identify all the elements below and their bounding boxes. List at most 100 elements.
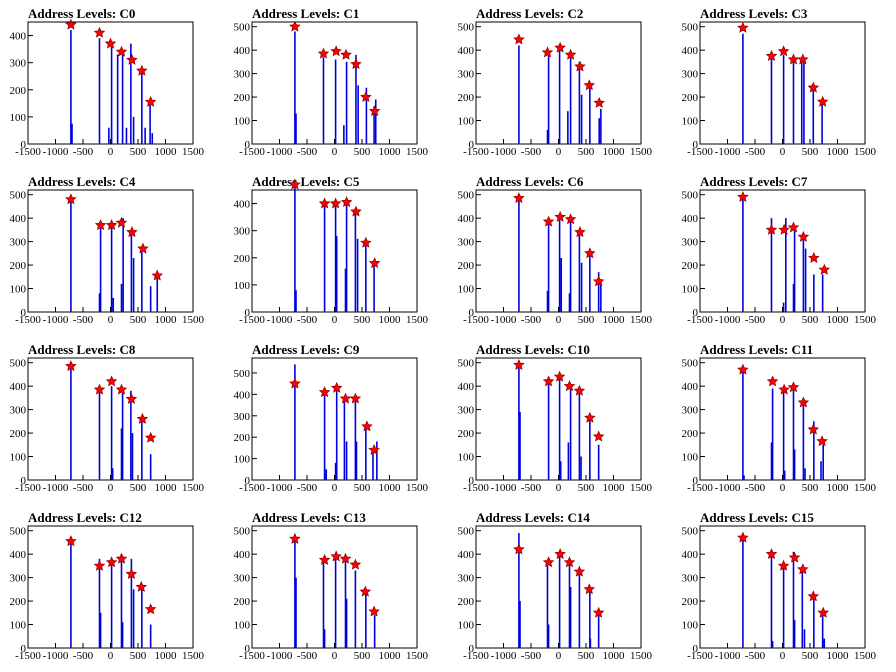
chart-title: Address Levels: C10 — [476, 342, 590, 357]
peak-marker — [350, 205, 362, 217]
x-tick-label: -1500 — [15, 146, 41, 158]
chart-svg: 0 100 200 300 400 500 -1500 -1000 -500 0 500 1000 15… — [458, 21, 653, 158]
peak-marker — [816, 95, 829, 107]
chart-panel: Address Levels: C3 0 100 200 300 400 500 -1500-… — [672, 0, 896, 168]
y-tick-label: 0 — [469, 307, 475, 319]
peak-marker — [125, 392, 138, 404]
peak-marker — [115, 552, 128, 564]
peak-marker — [339, 392, 352, 404]
y-tick-label: 0 — [21, 139, 27, 151]
peak-marker — [93, 383, 106, 395]
peak-marker — [593, 96, 605, 108]
x-tick-label: 1000 — [827, 314, 850, 326]
peak-marker — [592, 430, 605, 442]
peak-marker — [766, 375, 779, 387]
peak-marker — [330, 45, 342, 57]
x-tick-label: 1500 — [406, 146, 429, 158]
y-tick-label: 200 — [458, 260, 475, 272]
chart-svg: 0 100 200 300 400 500 -1500 -1000 -500 0 500 1000 15… — [234, 20, 429, 158]
y-tick-label: 300 — [10, 405, 27, 417]
x-tick-label: -500 — [73, 482, 94, 494]
peak-marker — [584, 247, 596, 259]
chart-svg: 0 100 200 300 400 500 -1500 -1000 -500 0 500 1000 15… — [10, 525, 205, 662]
x-tick-label: 1000 — [827, 482, 850, 494]
peak-marker — [816, 435, 828, 447]
y-tick-label: 0 — [693, 139, 699, 151]
peak-marker — [151, 269, 164, 281]
x-tick-label: -1000 — [715, 314, 741, 326]
x-tick-label: 500 — [354, 146, 371, 158]
peak-marker — [368, 105, 381, 117]
chart-panel: Address Levels: C1 0 100 200 300 400 500 -1500-… — [224, 0, 448, 168]
x-tick-label: 0 — [332, 146, 338, 158]
x-tick-label: -1500 — [687, 482, 713, 494]
peak-marker — [807, 81, 820, 93]
y-tick-label: 500 — [458, 190, 475, 202]
x-tick-label: 1500 — [182, 146, 205, 158]
y-tick-label: 0 — [469, 475, 475, 487]
y-tick-label: 100 — [234, 454, 251, 466]
x-tick-label: -500 — [297, 650, 318, 662]
chart-svg: 0 100 200 300 400 500 -1500 -1000 -500 0 500 1000 15… — [682, 21, 877, 158]
peak-marker — [564, 48, 577, 60]
peak-marker — [737, 531, 749, 543]
x-tick-label: -1500 — [687, 650, 713, 662]
chart-svg: 0 100 200 300 400 500 -1500 -1000 -500 0 500 1000 15… — [10, 357, 205, 494]
y-tick-label: 200 — [10, 428, 27, 440]
x-tick-label: -500 — [73, 650, 94, 662]
chart-title: Address Levels: C13 — [252, 510, 366, 525]
peak-marker — [737, 21, 749, 33]
y-tick-label: 300 — [10, 573, 27, 585]
x-tick-label: 0 — [780, 650, 786, 662]
y-tick-label: 500 — [682, 526, 699, 538]
peak-marker — [289, 377, 301, 389]
peak-marker — [359, 585, 372, 597]
x-tick-label: -1000 — [267, 146, 293, 158]
peak-marker — [104, 37, 117, 49]
x-tick-label: 1000 — [379, 482, 402, 494]
x-tick-label: 1500 — [854, 146, 877, 158]
x-tick-label: -1000 — [715, 650, 741, 662]
peak-marker — [289, 20, 301, 32]
y-tick-label: 100 — [234, 620, 251, 632]
x-tick-label: -1500 — [239, 650, 265, 662]
y-tick-label: 500 — [682, 358, 699, 370]
x-tick-label: 1500 — [630, 650, 653, 662]
plot-frame — [699, 21, 866, 145]
peak-marker — [807, 423, 820, 435]
peak-marker — [330, 381, 343, 393]
y-tick-label: 300 — [458, 237, 475, 249]
peak-marker — [93, 26, 106, 38]
y-tick-label: 100 — [682, 452, 699, 464]
y-tick-label: 200 — [682, 260, 699, 272]
y-tick-label: 100 — [682, 116, 699, 128]
peak-marker — [360, 90, 372, 102]
y-tick-label: 300 — [10, 58, 27, 70]
chart-panel: Address Levels: C12 0 100 200 300 400 500 -1500… — [0, 504, 224, 672]
peak-marker — [797, 230, 810, 242]
chart-svg: 0 100 200 300 400 -1500 -1000 -500 0 500 1000 1500 — [10, 18, 205, 158]
peak-marker — [765, 548, 778, 560]
y-tick-label: 300 — [234, 573, 251, 585]
chart-title: Address Levels: C6 — [476, 174, 584, 189]
plot-frame — [251, 189, 418, 313]
peak-marker — [513, 192, 525, 204]
y-tick-label: 200 — [234, 253, 251, 265]
y-tick-label: 300 — [682, 405, 699, 417]
peak-marker — [144, 95, 157, 107]
y-tick-label: 400 — [458, 549, 475, 561]
chart-panel: Address Levels: C4 0 100 200 300 400 500 -1500-… — [0, 168, 224, 336]
x-tick-label: -1500 — [463, 314, 489, 326]
x-tick-label: 0 — [108, 314, 114, 326]
peak-marker — [93, 559, 106, 571]
plot-frame — [475, 189, 642, 313]
x-tick-label: -1500 — [15, 482, 41, 494]
peak-marker — [105, 556, 118, 568]
chart-svg: 0 100 200 300 400 500 -1500 -1000 -500 0 500 1000 15… — [458, 357, 653, 494]
peak-marker — [583, 79, 596, 91]
x-tick-label: 500 — [578, 482, 595, 494]
peak-marker — [125, 568, 138, 580]
x-tick-label: 1000 — [827, 146, 850, 158]
peak-marker — [339, 552, 352, 564]
